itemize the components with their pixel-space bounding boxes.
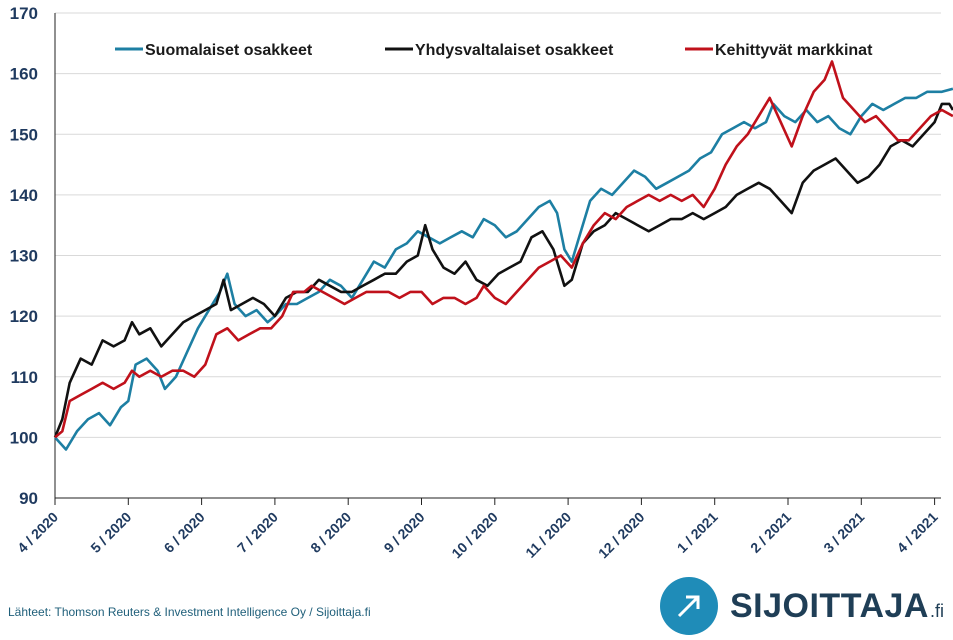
y-tick-label: 120 (10, 307, 38, 326)
y-tick-label: 170 (10, 4, 38, 23)
logo-tld: .fi (929, 600, 944, 621)
arrow-circle-icon (660, 577, 718, 635)
y-tick-label: 110 (11, 368, 38, 387)
y-tick-label: 150 (10, 125, 38, 144)
y-tick-label: 140 (10, 186, 38, 205)
x-tick-label: 3 / 2021 (820, 509, 867, 556)
x-tick-label: 12 / 2020 (595, 509, 648, 562)
x-tick-label: 5 / 2020 (87, 509, 134, 556)
x-tick-label: 4 / 2021 (894, 509, 941, 556)
x-tick-label: 1 / 2021 (674, 509, 721, 556)
legend-label: Kehittyvät markkinat (715, 42, 873, 59)
line-chart: 90 100 110 120 130 140 150 160 170 4 / 2020 5 / 20… (10, 4, 953, 562)
logo-wordmark: SIJOITTAJA (730, 586, 929, 625)
x-tick-label: 4 / 2020 (14, 509, 61, 556)
y-tick-label: 160 (10, 65, 38, 84)
y-tick-label: 90 (19, 489, 38, 508)
y-tick-label: 100 (10, 428, 38, 447)
series-line-1 (54, 87, 953, 451)
legend-label: Yhdysvaltalaiset osakkeet (415, 42, 614, 59)
x-tick-label: 11 / 2020 (522, 509, 574, 561)
series-line-2 (53, 102, 953, 438)
x-tick-label: 10 / 2020 (448, 509, 501, 562)
series-line-3 (54, 60, 953, 439)
x-tick-label: 9 / 2020 (381, 509, 428, 556)
source-note: Lähteet: Thomson Reuters & Investment In… (8, 605, 371, 619)
y-tick-label: 130 (10, 247, 38, 266)
x-tick-label: 7 / 2020 (234, 509, 281, 556)
x-tick-label: 6 / 2020 (161, 509, 208, 556)
x-tick-label: 2 / 2021 (747, 509, 794, 556)
sijoittaja-logo[interactable]: SIJOITTAJA .fi (660, 576, 944, 636)
x-tick-label: 8 / 2020 (307, 509, 354, 556)
legend-label: Suomalaiset osakkeet (145, 42, 313, 59)
